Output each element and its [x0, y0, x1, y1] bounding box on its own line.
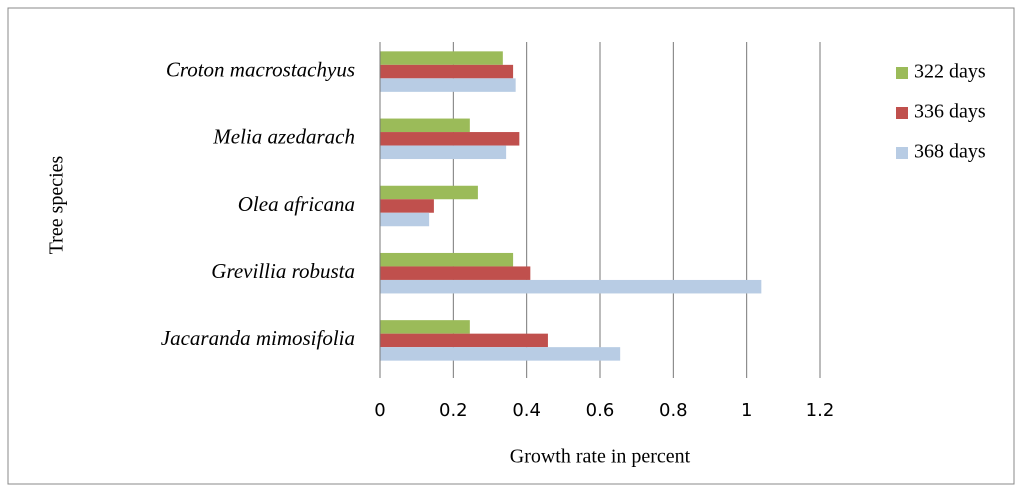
bar: [380, 320, 470, 334]
legend-swatch: [896, 107, 908, 119]
bar: [380, 64, 514, 79]
y-tick-label: Croton macrostachyus: [166, 57, 355, 81]
bar: [380, 199, 434, 213]
x-tick-label: 0: [374, 400, 385, 421]
legend-swatch: [896, 67, 908, 79]
bar: [380, 78, 516, 92]
bar: [380, 185, 478, 200]
x-tick-label: 0.2: [439, 400, 468, 421]
y-tick-label: Jacaranda mimosifolia: [161, 326, 355, 350]
x-tick-label: 0.6: [586, 400, 615, 421]
bar: [380, 51, 503, 65]
bar: [380, 333, 548, 348]
x-tick-label: 1.2: [806, 400, 835, 421]
legend-label: 336 days: [914, 101, 986, 123]
y-tick-label: Olea africana: [238, 192, 355, 216]
legend-label: 322 days: [914, 61, 986, 83]
y-tick-label: Grevillia robusta: [211, 259, 355, 283]
bar: [380, 347, 621, 361]
legend-label: 368 days: [914, 141, 986, 163]
x-tick-label: 1: [741, 400, 752, 421]
x-tick-label: 0.8: [659, 400, 688, 421]
bar: [380, 279, 762, 294]
legend-swatch: [896, 147, 908, 159]
y-axis-label: Tree species: [46, 155, 68, 254]
bar: [380, 145, 507, 160]
bar: [380, 252, 514, 267]
x-tick-label: 0.4: [512, 400, 541, 421]
bar: [380, 266, 531, 280]
x-axis-label: Growth rate in percent: [510, 446, 691, 468]
bar: [380, 132, 520, 146]
bar: [380, 118, 470, 133]
bar: [380, 212, 430, 227]
y-tick-label: Melia azedarach: [212, 125, 355, 149]
